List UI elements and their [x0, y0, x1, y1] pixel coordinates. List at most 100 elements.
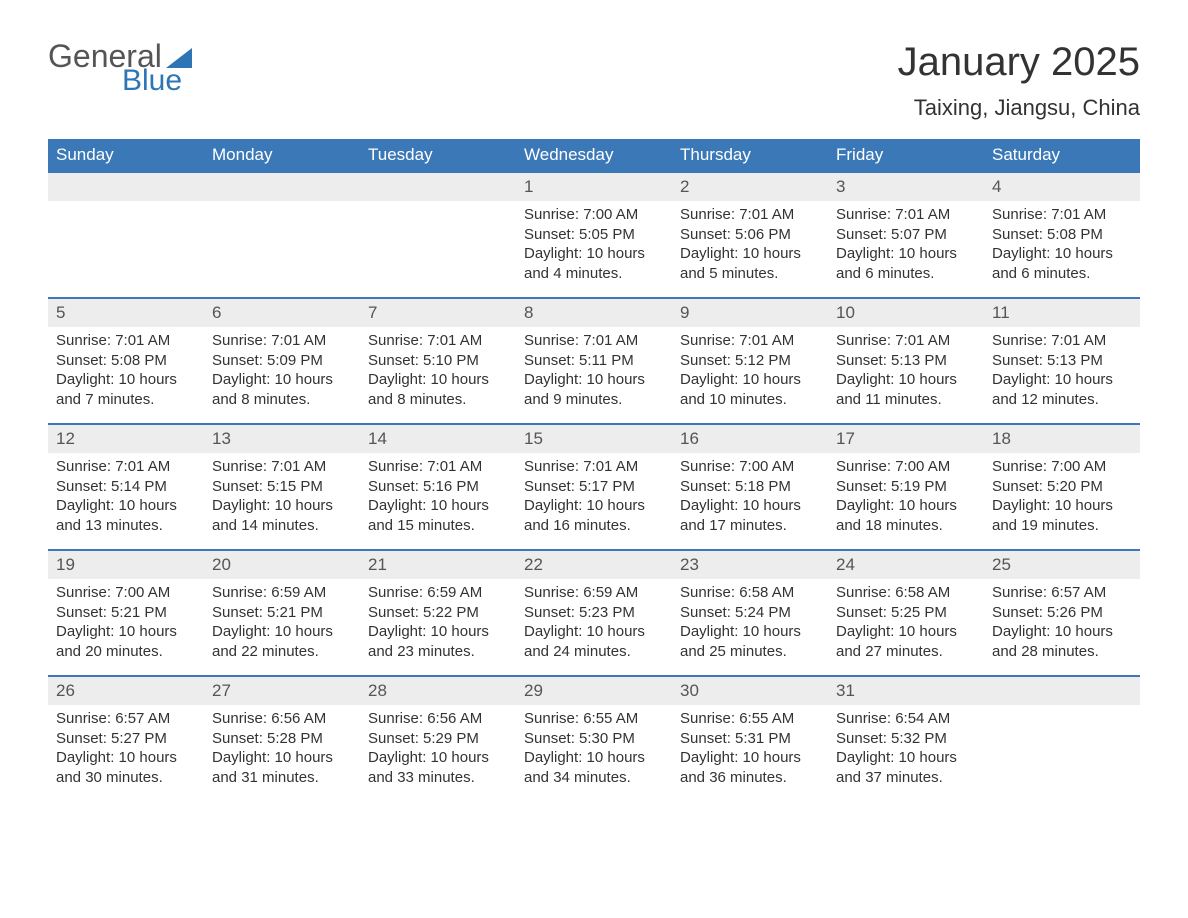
sunrise-text: Sunrise: 7:01 AM	[836, 205, 976, 225]
daylight-line2: and 33 minutes.	[368, 768, 508, 788]
day-number: 6	[204, 299, 360, 327]
calendar-cell: 26Sunrise: 6:57 AMSunset: 5:27 PMDayligh…	[48, 676, 204, 802]
calendar-cell: 20Sunrise: 6:59 AMSunset: 5:21 PMDayligh…	[204, 550, 360, 676]
day-number: 29	[516, 677, 672, 705]
month-title: January 2025	[898, 40, 1140, 85]
sunset-text: Sunset: 5:31 PM	[680, 729, 820, 749]
day-number: 19	[48, 551, 204, 579]
calendar-cell	[984, 676, 1140, 802]
daylight-line1: Daylight: 10 hours	[680, 370, 820, 390]
daylight-line2: and 19 minutes.	[992, 516, 1132, 536]
day-header: Friday	[828, 139, 984, 172]
day-header: Thursday	[672, 139, 828, 172]
daylight-line2: and 22 minutes.	[212, 642, 352, 662]
calendar-cell: 2Sunrise: 7:01 AMSunset: 5:06 PMDaylight…	[672, 172, 828, 298]
sunrise-text: Sunrise: 6:57 AM	[56, 709, 196, 729]
day-content: Sunrise: 6:59 AMSunset: 5:23 PMDaylight:…	[516, 579, 672, 675]
calendar-week-row: 5Sunrise: 7:01 AMSunset: 5:08 PMDaylight…	[48, 298, 1140, 424]
day-content: Sunrise: 6:56 AMSunset: 5:28 PMDaylight:…	[204, 705, 360, 801]
daylight-line2: and 24 minutes.	[524, 642, 664, 662]
daylight-line2: and 16 minutes.	[524, 516, 664, 536]
sunrise-text: Sunrise: 7:01 AM	[680, 205, 820, 225]
calendar-cell: 24Sunrise: 6:58 AMSunset: 5:25 PMDayligh…	[828, 550, 984, 676]
sunrise-text: Sunrise: 6:56 AM	[212, 709, 352, 729]
sunrise-text: Sunrise: 7:01 AM	[680, 331, 820, 351]
calendar-cell	[48, 172, 204, 298]
daylight-line1: Daylight: 10 hours	[56, 622, 196, 642]
daylight-line2: and 8 minutes.	[368, 390, 508, 410]
day-header: Saturday	[984, 139, 1140, 172]
day-number: 25	[984, 551, 1140, 579]
sunset-text: Sunset: 5:24 PM	[680, 603, 820, 623]
sunrise-text: Sunrise: 6:56 AM	[368, 709, 508, 729]
daylight-line1: Daylight: 10 hours	[212, 622, 352, 642]
sunset-text: Sunset: 5:06 PM	[680, 225, 820, 245]
daylight-line1: Daylight: 10 hours	[56, 496, 196, 516]
sunrise-text: Sunrise: 7:01 AM	[212, 331, 352, 351]
sunrise-text: Sunrise: 6:59 AM	[524, 583, 664, 603]
day-content: Sunrise: 7:00 AMSunset: 5:21 PMDaylight:…	[48, 579, 204, 675]
day-number: 11	[984, 299, 1140, 327]
daylight-line2: and 20 minutes.	[56, 642, 196, 662]
daylight-line2: and 9 minutes.	[524, 390, 664, 410]
daylight-line1: Daylight: 10 hours	[836, 244, 976, 264]
daylight-line1: Daylight: 10 hours	[368, 370, 508, 390]
daylight-line1: Daylight: 10 hours	[992, 370, 1132, 390]
daylight-line2: and 34 minutes.	[524, 768, 664, 788]
day-content: Sunrise: 7:00 AMSunset: 5:19 PMDaylight:…	[828, 453, 984, 549]
daylight-line1: Daylight: 10 hours	[992, 496, 1132, 516]
sunset-text: Sunset: 5:13 PM	[836, 351, 976, 371]
day-number: 22	[516, 551, 672, 579]
calendar-cell: 4Sunrise: 7:01 AMSunset: 5:08 PMDaylight…	[984, 172, 1140, 298]
sunset-text: Sunset: 5:27 PM	[56, 729, 196, 749]
day-number: 1	[516, 173, 672, 201]
daylight-line2: and 17 minutes.	[680, 516, 820, 536]
sunset-text: Sunset: 5:23 PM	[524, 603, 664, 623]
calendar-cell: 6Sunrise: 7:01 AMSunset: 5:09 PMDaylight…	[204, 298, 360, 424]
calendar-cell: 12Sunrise: 7:01 AMSunset: 5:14 PMDayligh…	[48, 424, 204, 550]
day-content: Sunrise: 7:01 AMSunset: 5:06 PMDaylight:…	[672, 201, 828, 297]
calendar-cell: 19Sunrise: 7:00 AMSunset: 5:21 PMDayligh…	[48, 550, 204, 676]
sunset-text: Sunset: 5:22 PM	[368, 603, 508, 623]
sunrise-text: Sunrise: 6:58 AM	[680, 583, 820, 603]
sunset-text: Sunset: 5:05 PM	[524, 225, 664, 245]
sunset-text: Sunset: 5:21 PM	[56, 603, 196, 623]
sunset-text: Sunset: 5:17 PM	[524, 477, 664, 497]
day-header: Monday	[204, 139, 360, 172]
daylight-line2: and 14 minutes.	[212, 516, 352, 536]
daylight-line1: Daylight: 10 hours	[524, 370, 664, 390]
calendar-cell: 15Sunrise: 7:01 AMSunset: 5:17 PMDayligh…	[516, 424, 672, 550]
sunrise-text: Sunrise: 6:59 AM	[368, 583, 508, 603]
sunset-text: Sunset: 5:30 PM	[524, 729, 664, 749]
calendar-cell: 29Sunrise: 6:55 AMSunset: 5:30 PMDayligh…	[516, 676, 672, 802]
daylight-line2: and 15 minutes.	[368, 516, 508, 536]
day-number: 3	[828, 173, 984, 201]
calendar-cell: 1Sunrise: 7:00 AMSunset: 5:05 PMDaylight…	[516, 172, 672, 298]
calendar-cell: 28Sunrise: 6:56 AMSunset: 5:29 PMDayligh…	[360, 676, 516, 802]
day-content: Sunrise: 7:01 AMSunset: 5:09 PMDaylight:…	[204, 327, 360, 423]
day-content: Sunrise: 6:58 AMSunset: 5:25 PMDaylight:…	[828, 579, 984, 675]
sunrise-text: Sunrise: 7:00 AM	[836, 457, 976, 477]
day-content: Sunrise: 6:59 AMSunset: 5:21 PMDaylight:…	[204, 579, 360, 675]
day-number: 5	[48, 299, 204, 327]
day-content: Sunrise: 7:01 AMSunset: 5:12 PMDaylight:…	[672, 327, 828, 423]
daylight-line1: Daylight: 10 hours	[524, 244, 664, 264]
daylight-line1: Daylight: 10 hours	[212, 496, 352, 516]
daylight-line1: Daylight: 10 hours	[836, 496, 976, 516]
sunset-text: Sunset: 5:11 PM	[524, 351, 664, 371]
sunrise-text: Sunrise: 7:01 AM	[56, 331, 196, 351]
daylight-line2: and 6 minutes.	[836, 264, 976, 284]
sunrise-text: Sunrise: 7:00 AM	[680, 457, 820, 477]
day-number: 9	[672, 299, 828, 327]
location-label: Taixing, Jiangsu, China	[898, 95, 1140, 121]
daylight-line1: Daylight: 10 hours	[680, 496, 820, 516]
day-content: Sunrise: 6:57 AMSunset: 5:26 PMDaylight:…	[984, 579, 1140, 675]
daylight-line1: Daylight: 10 hours	[680, 622, 820, 642]
day-content: Sunrise: 7:00 AMSunset: 5:18 PMDaylight:…	[672, 453, 828, 549]
daylight-line2: and 10 minutes.	[680, 390, 820, 410]
day-number: 28	[360, 677, 516, 705]
sunset-text: Sunset: 5:13 PM	[992, 351, 1132, 371]
day-content: Sunrise: 6:54 AMSunset: 5:32 PMDaylight:…	[828, 705, 984, 801]
sunrise-text: Sunrise: 7:01 AM	[524, 331, 664, 351]
calendar-cell: 11Sunrise: 7:01 AMSunset: 5:13 PMDayligh…	[984, 298, 1140, 424]
